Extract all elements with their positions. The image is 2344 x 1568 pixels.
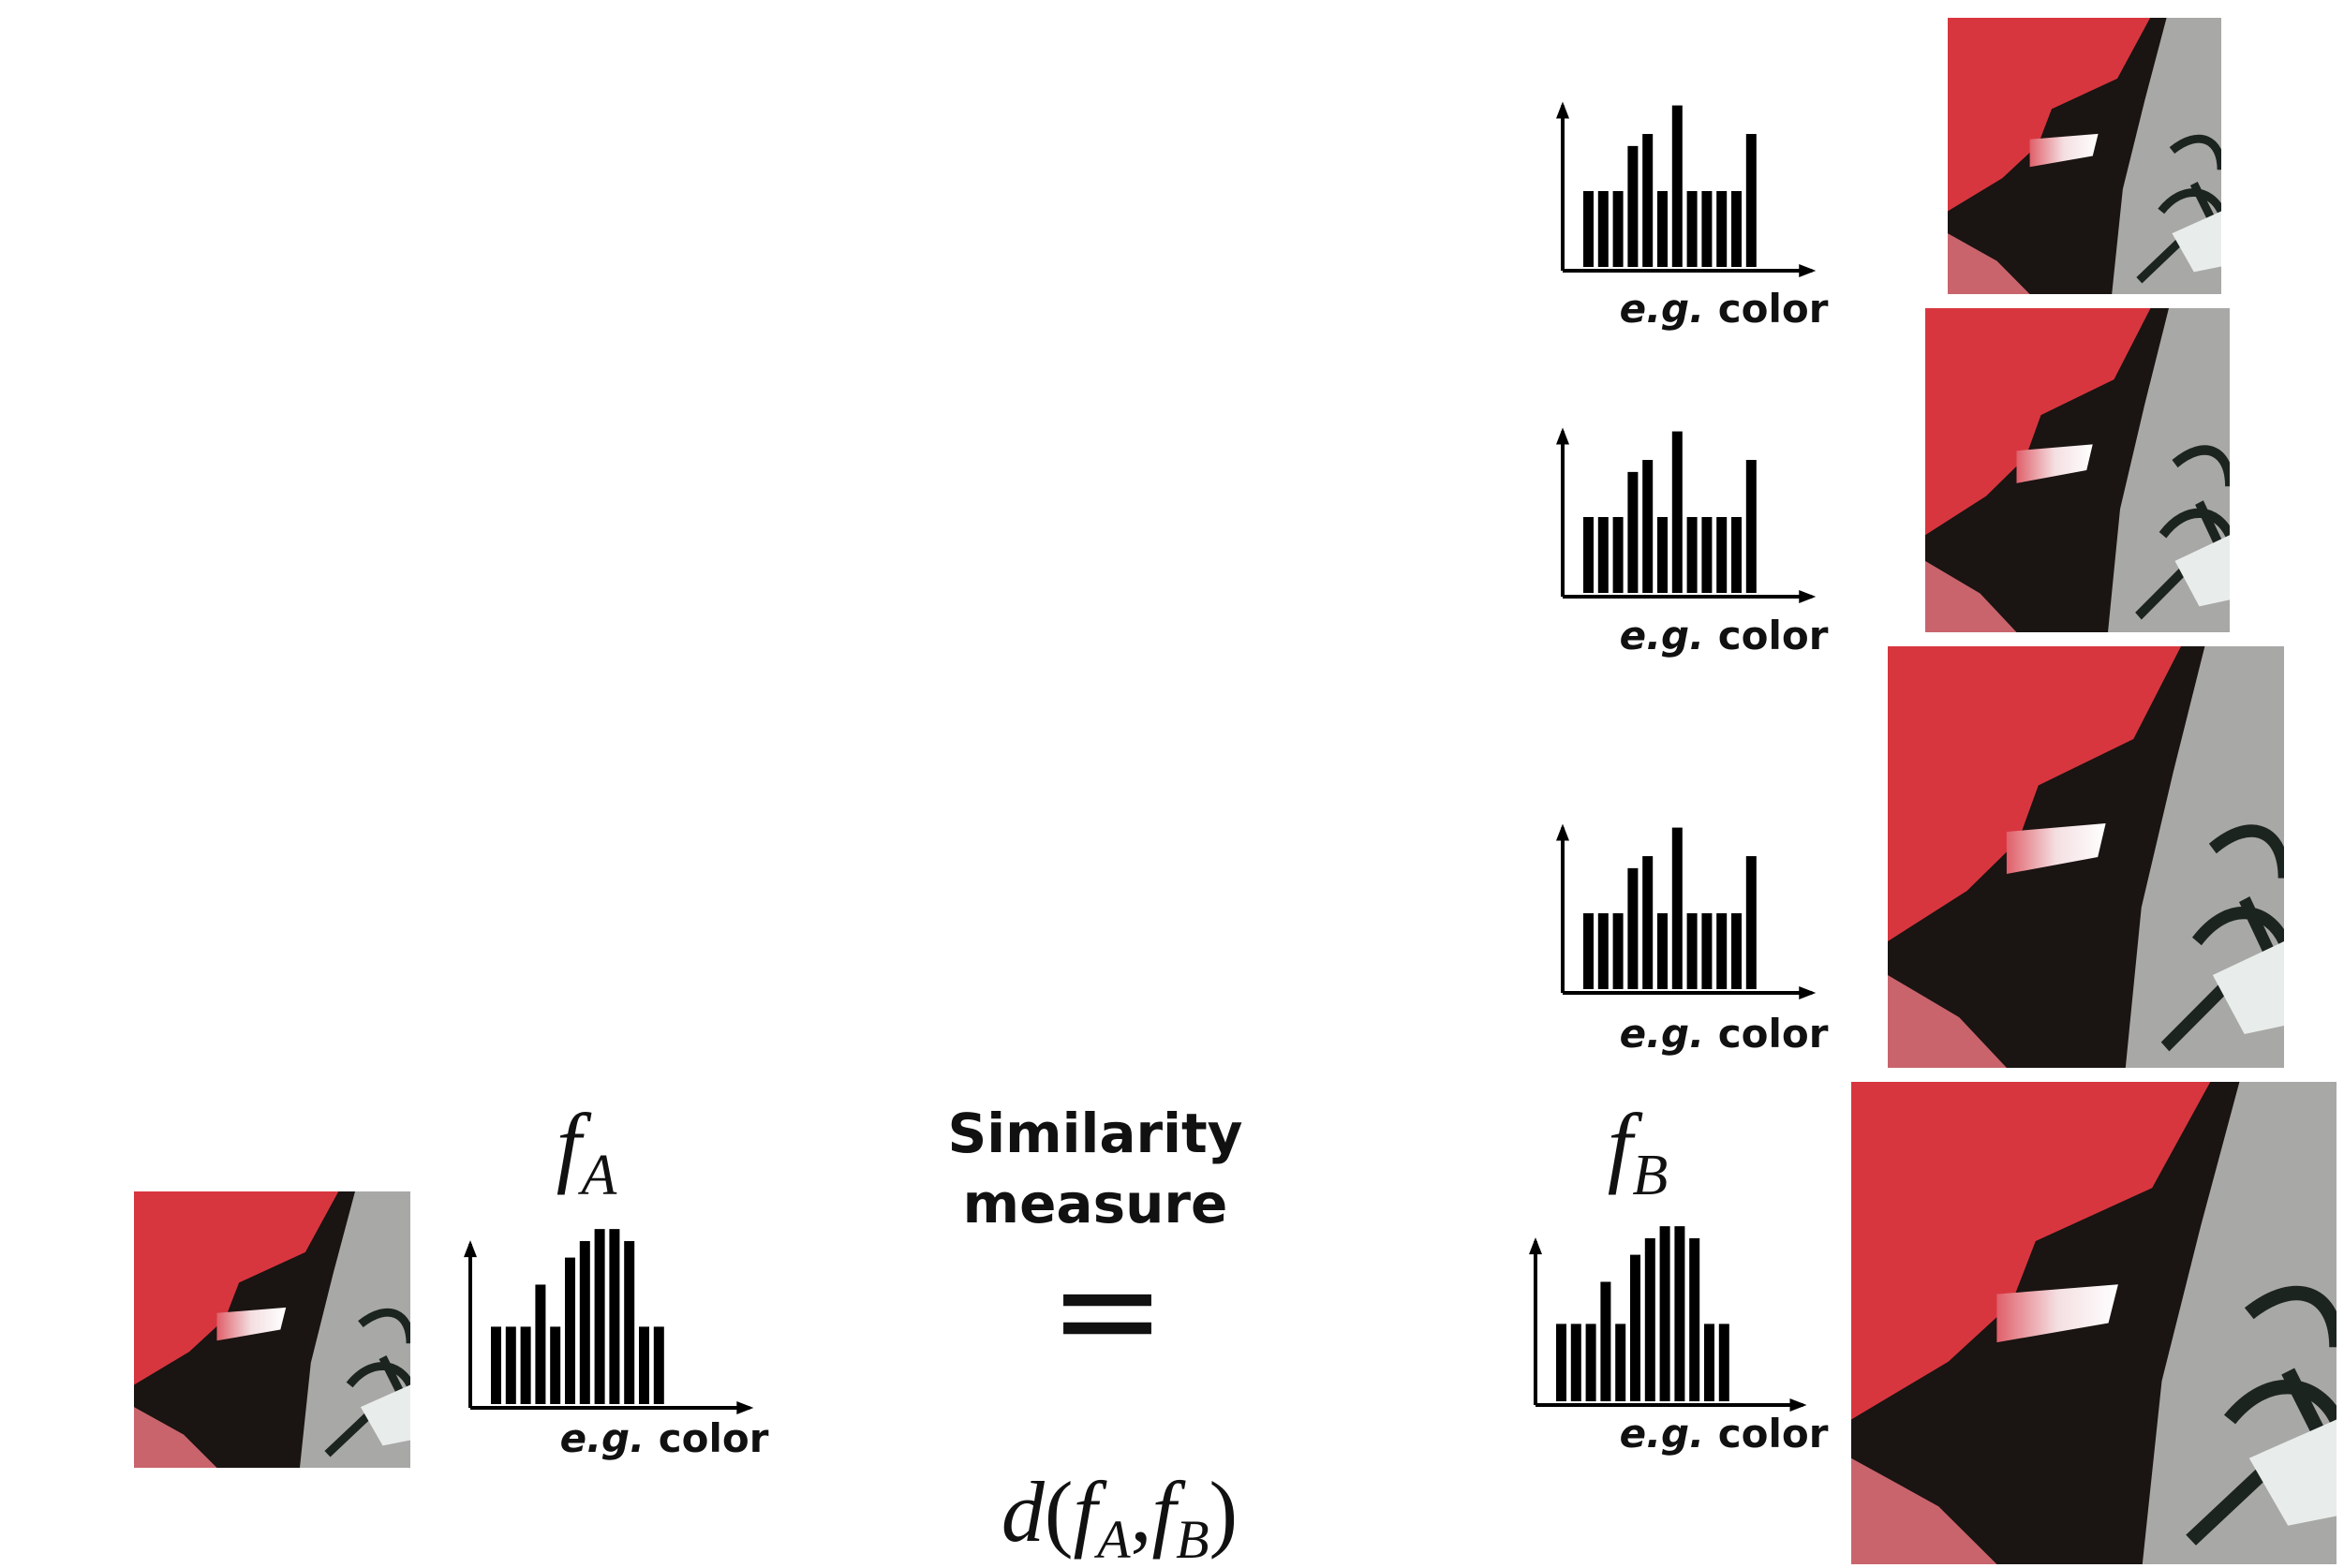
histogram-bar	[1657, 190, 1668, 267]
candidate-patch	[1948, 18, 2221, 294]
axis-arrow	[1556, 101, 1569, 119]
histogram-bar	[1704, 1324, 1714, 1401]
histogram-bar	[1583, 912, 1594, 989]
histogram-bar	[1612, 516, 1624, 593]
histogram-bar	[1701, 190, 1713, 267]
histogram-bar	[1731, 516, 1742, 593]
histogram-bar	[1716, 912, 1728, 989]
histogram-bar	[1627, 145, 1639, 267]
histogram-bar	[1600, 1281, 1611, 1401]
axis-arrow	[1529, 1237, 1542, 1255]
histogram-bar	[1671, 105, 1683, 267]
histogram-label: e.g. color	[1620, 1011, 1829, 1057]
histogram-bar	[565, 1257, 575, 1404]
distance-formula: d(fA,fB)	[1001, 1464, 1238, 1568]
histogram-bar	[1630, 1254, 1640, 1401]
histogram-bar	[1642, 856, 1654, 989]
histogram-bar	[1731, 912, 1742, 989]
histogram-bar	[1745, 460, 1757, 593]
axis-arrow	[1799, 264, 1817, 277]
histogram-bar	[1674, 1226, 1685, 1401]
histogram-bar	[1585, 1324, 1596, 1401]
histogram-bar	[609, 1229, 620, 1404]
query-feature: fA	[556, 1095, 618, 1207]
similarity-title: measure	[963, 1172, 1228, 1235]
histogram-bar	[520, 1326, 531, 1404]
axis-arrow	[464, 1240, 477, 1258]
histogram-bar	[1627, 471, 1639, 593]
histogram-label: e.g. color	[560, 1415, 769, 1461]
histogram-bar	[1612, 912, 1624, 989]
histogram-bar	[1556, 1324, 1566, 1401]
histogram-bar	[1716, 516, 1728, 593]
histogram-bar	[505, 1326, 516, 1404]
histogram-bar	[639, 1326, 649, 1404]
histogram-icons	[464, 101, 1817, 1414]
histogram-bar	[1745, 856, 1757, 989]
histogram-bar	[1570, 1324, 1581, 1401]
histogram-bar	[594, 1229, 605, 1404]
histogram-label: e.g. color	[1620, 1411, 1829, 1457]
histogram-bar	[1671, 827, 1683, 989]
axis-arrow	[1799, 590, 1817, 603]
histogram-bar	[1644, 1237, 1655, 1401]
histogram-bar	[1671, 431, 1683, 593]
axis-arrow	[1556, 823, 1569, 841]
histogram-bar	[1686, 912, 1698, 989]
candidate-patch	[1851, 1082, 2337, 1564]
histogram-bar	[653, 1326, 664, 1404]
histogram-bar	[550, 1326, 561, 1404]
candidate-feature: fB	[1608, 1095, 1669, 1207]
histogram-label: e.g. color	[1620, 613, 1829, 658]
equals-sign: =	[1048, 1229, 1166, 1392]
histogram-bar	[1657, 516, 1668, 593]
histogram-bar	[1642, 460, 1654, 593]
axis-arrow	[1799, 986, 1817, 999]
histogram-bar	[1718, 1324, 1729, 1401]
histogram-bar	[1583, 516, 1594, 593]
histogram-bar	[1701, 516, 1713, 593]
axis-arrow	[736, 1401, 754, 1414]
histogram-bar	[535, 1284, 546, 1404]
histogram-label: e.g. color	[1620, 286, 1829, 332]
candidate-patch	[1925, 308, 2230, 632]
histogram-bar	[1642, 134, 1654, 267]
histogram-bar	[579, 1240, 590, 1404]
histogram-bar	[1686, 516, 1698, 593]
histogram-bar	[1659, 1226, 1670, 1401]
histogram-bar	[1731, 190, 1742, 267]
histogram-bar	[1627, 867, 1639, 989]
histogram-bar	[1597, 912, 1609, 989]
histogram-bar	[1689, 1237, 1700, 1401]
query-patch	[134, 1191, 410, 1468]
histogram-bar	[1597, 190, 1609, 267]
histogram-bar	[1716, 190, 1728, 267]
histogram-bar	[1686, 190, 1698, 267]
histogram-bar	[1745, 134, 1757, 267]
axis-arrow	[1789, 1398, 1807, 1412]
histogram-bar	[1701, 912, 1713, 989]
histogram-bar	[1597, 516, 1609, 593]
candidate-patch	[1888, 646, 2284, 1068]
similarity-title: Similarity	[947, 1102, 1242, 1165]
histogram-bar	[1615, 1324, 1626, 1401]
histogram-bar	[624, 1240, 635, 1404]
axis-arrow	[1556, 427, 1569, 445]
histogram-bar	[1612, 190, 1624, 267]
histogram-bar	[1583, 190, 1594, 267]
histogram-bar	[491, 1326, 501, 1404]
histogram-bar	[1657, 912, 1668, 989]
